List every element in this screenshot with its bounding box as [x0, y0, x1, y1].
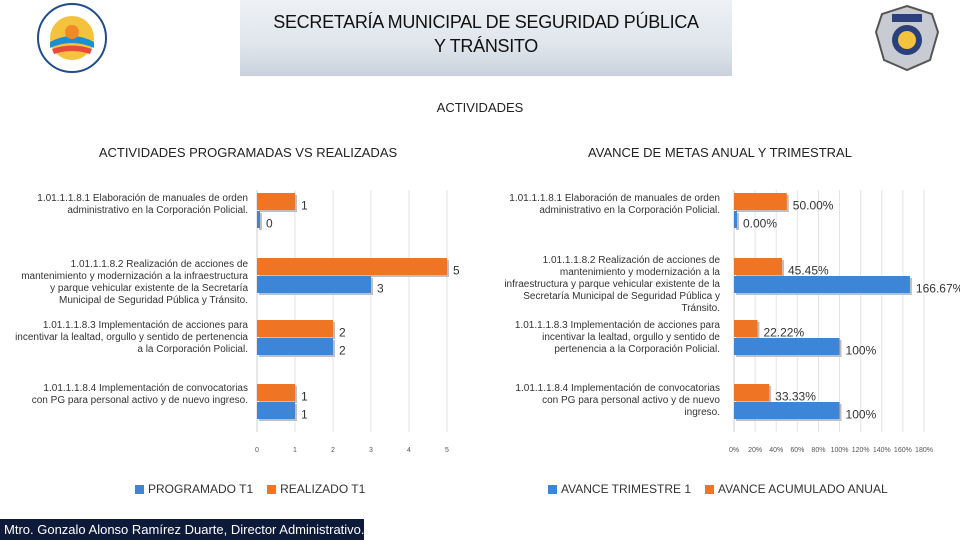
chart1-tick-label: 1 [293, 447, 297, 454]
chart2-tick-label: 180% [915, 447, 933, 454]
chart1-data-label: 0 [266, 217, 273, 231]
chart1-category-label-2: 1.01.1.1.8.2 Realización de acciones de … [21, 259, 248, 306]
chart2-data-label: 100% [846, 408, 877, 422]
chart2-bar-blue [734, 402, 840, 419]
police-badge-logo [868, 2, 946, 74]
chart1-title: ACTIVIDADES PROGRAMADAS VS REALIZADAS [98, 145, 398, 160]
chart2-data-label: 33.33% [775, 390, 816, 404]
chart1-bar-orange [257, 258, 447, 275]
chart1-category-label-4: 1.01.1.1.8.4 Implementación de convocato… [31, 383, 248, 406]
legend-swatch-acumulado [705, 484, 715, 494]
chart1-tick-label: 5 [445, 447, 449, 454]
chart2-title: AVANCE DE METAS ANUAL Y TRIMESTRAL [588, 145, 852, 160]
chart2-bar-blue [734, 338, 840, 355]
chart2-bar-blue [734, 276, 910, 293]
chart1-data-label: 2 [339, 344, 346, 358]
chart2-tick-label: 80% [811, 447, 825, 454]
chart2-tick-label: 60% [790, 447, 804, 454]
municipality-logo [36, 2, 108, 74]
chart1-tick-label: 2 [331, 447, 335, 454]
chart1-tick-label: 3 [369, 447, 373, 454]
chart2-data-label: 45.45% [788, 264, 829, 278]
header-banner [240, 0, 732, 76]
legend-swatch-trimestre [548, 484, 557, 494]
legend-label-acumulado: AVANCE ACUMULADO ANUAL [718, 482, 888, 496]
chart2-tick-label: 40% [769, 447, 783, 454]
chart2-bar-blue [734, 211, 737, 228]
legend-label-trimestre: AVANCE TRIMESTRE 1 [561, 482, 692, 496]
legend-swatch-realizado [267, 484, 277, 494]
chart1-bar-blue [257, 338, 333, 355]
chart2-data-label: 22.22% [763, 326, 804, 340]
chart2-data-label: 50.00% [793, 199, 834, 213]
chart1-data-label: 5 [453, 264, 460, 278]
legend-label-programado: PROGRAMADO T1 [148, 482, 254, 496]
chart2-category-label-4: 1.01.1.1.8.4 Implementación de convocato… [515, 383, 720, 418]
chart2-data-label: 0.00% [743, 217, 777, 231]
header-title-line1: SECRETARÍA MUNICIPAL DE SEGURIDAD PÚBLIC… [273, 12, 699, 32]
page-header-title: SECRETARÍA MUNICIPAL DE SEGURIDAD PÚBLIC… [240, 10, 732, 58]
chart2-tick-label: 160% [894, 447, 912, 454]
chart2-tick-label: 100% [831, 447, 849, 454]
chart1-bar-blue [257, 211, 260, 228]
chart1-tick-label: 4 [407, 447, 411, 454]
chart1-data-label: 1 [301, 199, 308, 213]
chart2-category-label-3: 1.01.1.1.8.3 Implementación de acciones … [514, 320, 720, 355]
chart1-data-label: 1 [301, 408, 308, 422]
chart2-bar-orange [734, 320, 758, 337]
chart2-tick-label: 20% [748, 447, 762, 454]
chart1-bar-shadow [259, 213, 262, 230]
chart2-bar-orange [734, 384, 770, 401]
chart2-legend: AVANCE TRIMESTRE 1 AVANCE ACUMULADO ANUA… [548, 482, 888, 496]
page-title: ACTIVIDADES [436, 100, 524, 115]
chart2-data-label: 100% [846, 344, 877, 358]
chart2-bar-orange [734, 258, 782, 275]
chart1-bar-orange [257, 384, 295, 401]
chart1-bar-orange [257, 320, 333, 337]
chart1-data-label: 2 [339, 326, 346, 340]
chart2-bar-shadow [736, 213, 739, 230]
chart2-tick-label: 120% [852, 447, 870, 454]
chart2-data-label: 166.67% [916, 282, 960, 296]
chart1-bar-blue [257, 276, 371, 293]
chart2-bar-orange [734, 193, 787, 210]
legend-label-realizado: REALIZADO T1 [280, 482, 366, 496]
chart2-category-label-1: 1.01.1.1.8.1 Elaboración de manuales de … [509, 193, 720, 216]
chart1-tick-label: 0 [255, 447, 259, 454]
chart1-category-label-3: 1.01.1.1.8.3 Implementación de acciones … [15, 320, 248, 355]
footer-author: Mtro. Gonzalo Alonso Ramírez Duarte, Dir… [0, 519, 364, 540]
chart2-tick-label: 140% [873, 447, 891, 454]
chart1-category-label-1: 1.01.1.1.8.1 Elaboración de manuales de … [37, 193, 248, 216]
chart1-bar-blue [257, 402, 295, 419]
chart2-tick-label: 0% [729, 447, 739, 454]
header-title-line2: Y TRÁNSITO [433, 36, 539, 56]
chart2-category-label-2: 1.01.1.1.8.2 Realización de acciones de … [504, 255, 720, 314]
legend-swatch-programado [135, 484, 144, 494]
chart1-data-label: 1 [301, 390, 308, 404]
chart1-bar-orange [257, 193, 295, 210]
chart1-legend: PROGRAMADO T1 REALIZADO T1 [135, 482, 365, 496]
chart1-data-label: 3 [377, 282, 384, 296]
